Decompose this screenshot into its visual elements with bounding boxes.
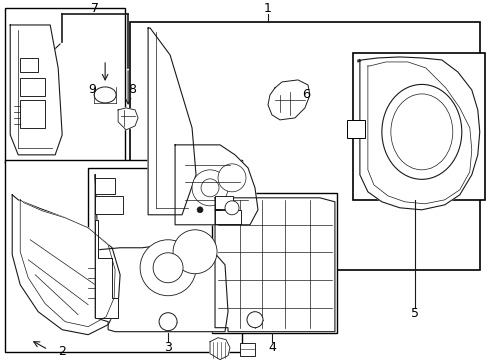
Polygon shape <box>10 25 62 155</box>
Bar <box>346 120 364 138</box>
Bar <box>88 168 229 320</box>
Circle shape <box>173 230 217 274</box>
Bar <box>212 193 336 333</box>
Text: 9: 9 <box>88 84 96 96</box>
Bar <box>20 58 38 72</box>
Bar <box>20 78 45 96</box>
Circle shape <box>197 207 203 213</box>
Circle shape <box>153 253 183 283</box>
Bar <box>240 343 254 356</box>
Bar <box>5 160 242 352</box>
Ellipse shape <box>390 94 452 170</box>
Text: 5: 5 <box>410 307 418 320</box>
Polygon shape <box>175 145 258 225</box>
Circle shape <box>201 179 219 197</box>
Text: 1: 1 <box>264 3 271 15</box>
Text: 7: 7 <box>91 3 99 15</box>
Circle shape <box>159 313 177 331</box>
Polygon shape <box>12 195 120 335</box>
Circle shape <box>246 312 263 328</box>
Bar <box>352 53 484 200</box>
Bar <box>95 178 115 194</box>
Circle shape <box>215 207 221 213</box>
Polygon shape <box>95 220 118 318</box>
Text: 6: 6 <box>302 89 309 102</box>
Text: 4: 4 <box>267 341 275 354</box>
Polygon shape <box>210 338 229 360</box>
Polygon shape <box>215 198 334 332</box>
Ellipse shape <box>381 85 461 179</box>
Polygon shape <box>148 28 196 215</box>
Circle shape <box>224 201 239 215</box>
Text: 8: 8 <box>128 84 136 96</box>
Circle shape <box>218 164 245 192</box>
Polygon shape <box>367 62 471 204</box>
Bar <box>20 100 45 128</box>
Circle shape <box>140 240 196 296</box>
Polygon shape <box>95 175 227 332</box>
Circle shape <box>192 170 227 206</box>
Bar <box>215 210 241 224</box>
Text: 3: 3 <box>164 341 172 354</box>
Text: 2: 2 <box>58 345 66 358</box>
Ellipse shape <box>94 87 116 103</box>
Polygon shape <box>357 57 479 210</box>
Bar <box>5 8 125 163</box>
Polygon shape <box>267 80 309 120</box>
Bar <box>215 196 233 209</box>
Polygon shape <box>20 200 115 327</box>
Bar <box>95 196 123 214</box>
Bar <box>130 22 479 270</box>
Polygon shape <box>118 108 138 130</box>
